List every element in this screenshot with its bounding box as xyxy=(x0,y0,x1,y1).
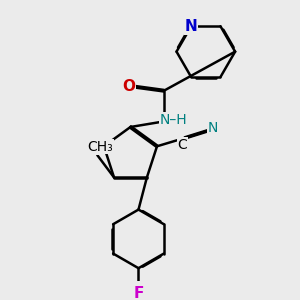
Text: F: F xyxy=(133,286,144,300)
Text: N: N xyxy=(185,19,197,34)
Text: N: N xyxy=(208,121,218,135)
Text: S: S xyxy=(93,139,104,154)
Text: N–H: N–H xyxy=(160,113,188,127)
Text: CH₃: CH₃ xyxy=(87,140,113,154)
Text: O: O xyxy=(123,79,136,94)
Text: C: C xyxy=(177,138,187,152)
